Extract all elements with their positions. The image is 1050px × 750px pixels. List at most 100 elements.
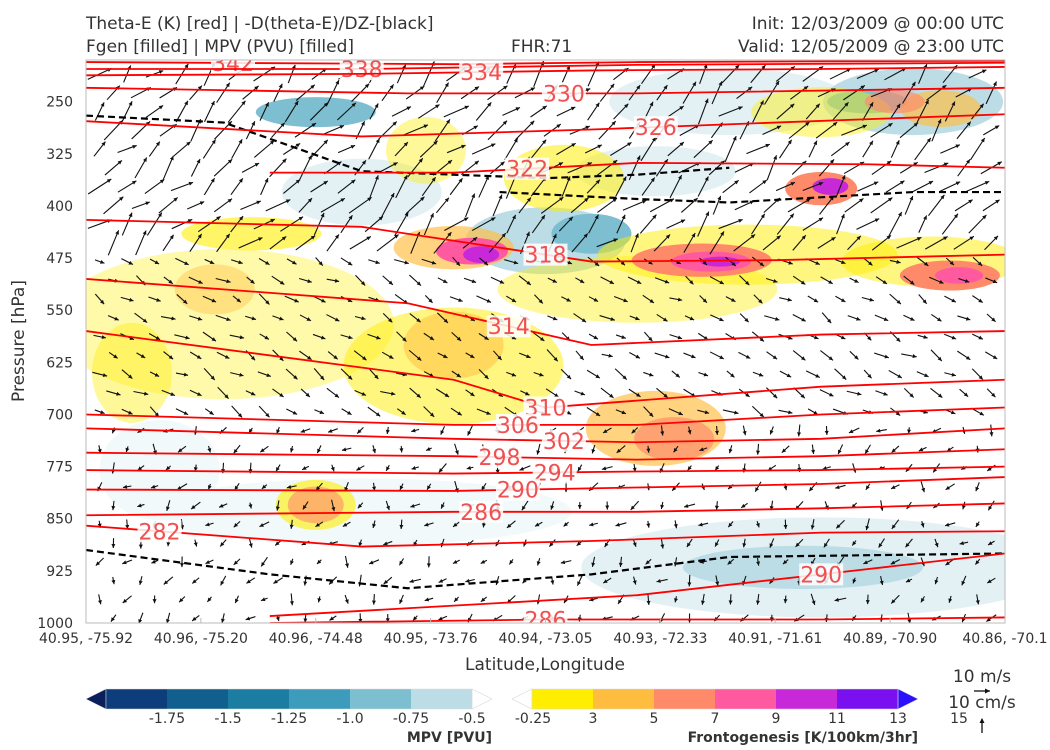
wind-vector bbox=[274, 540, 282, 546]
wind-vector bbox=[315, 521, 324, 528]
colorbar-tick-label: 5 bbox=[650, 711, 659, 727]
wind-vector bbox=[382, 312, 393, 323]
wind-vector bbox=[779, 139, 793, 159]
wind-vector bbox=[928, 194, 945, 217]
wind-vector bbox=[957, 315, 971, 321]
theta-e-contour bbox=[86, 502, 1005, 517]
wind-vector bbox=[158, 197, 179, 214]
wind-vector bbox=[246, 276, 255, 285]
wind-vector bbox=[295, 235, 316, 251]
wind-vector bbox=[728, 445, 733, 454]
wind-vector bbox=[640, 136, 657, 162]
wind-vector bbox=[776, 213, 795, 235]
wind-vector bbox=[776, 103, 795, 120]
theta-e-contour bbox=[269, 161, 1005, 174]
wind-vector bbox=[519, 352, 531, 359]
wind-vector bbox=[349, 236, 372, 250]
wind-vector bbox=[383, 540, 393, 546]
wind-vector bbox=[755, 593, 760, 605]
wind-vector bbox=[409, 313, 421, 323]
wind-vector bbox=[330, 464, 335, 472]
dtheta-dz-contour bbox=[86, 114, 730, 180]
wind-vector bbox=[697, 211, 710, 237]
wind-vector bbox=[739, 275, 750, 286]
wind-vector bbox=[953, 235, 975, 250]
wind-vector bbox=[939, 181, 961, 192]
wind-vector bbox=[654, 277, 670, 284]
wind-vector bbox=[610, 141, 632, 156]
wind-vector bbox=[476, 295, 492, 303]
wind-vector bbox=[646, 520, 651, 528]
wind-vector bbox=[530, 105, 548, 118]
wind-vector bbox=[575, 277, 585, 284]
wind-vector bbox=[149, 371, 160, 377]
theta-e-contour-label: 334 bbox=[460, 61, 502, 86]
wind-vector bbox=[394, 259, 409, 265]
wind-vector bbox=[891, 445, 900, 453]
wind-vector bbox=[197, 215, 221, 233]
theta-e-contours: 342 338 3343303263223183143103063022982942… bbox=[86, 60, 1005, 623]
wind-vector bbox=[411, 466, 420, 470]
wind-vector bbox=[176, 483, 188, 491]
wind-vector bbox=[504, 137, 519, 161]
wind-vector bbox=[173, 141, 191, 157]
wind-vector bbox=[104, 160, 123, 176]
wind-vector bbox=[446, 144, 466, 154]
wind-vector bbox=[628, 388, 641, 398]
wind-vector bbox=[846, 390, 862, 396]
wind-vector bbox=[372, 445, 376, 454]
wind-vector bbox=[956, 121, 972, 140]
wind-vector bbox=[615, 176, 627, 197]
colorbar-tick-label: 3 bbox=[589, 711, 598, 727]
wind-vector bbox=[818, 158, 835, 177]
wind-vector bbox=[300, 388, 311, 398]
wind-vector bbox=[423, 332, 435, 341]
wind-vector bbox=[331, 499, 336, 512]
wind-vector bbox=[668, 408, 684, 416]
theta-e-contour bbox=[86, 427, 1005, 444]
wind-vector bbox=[424, 597, 434, 602]
wind-vector bbox=[681, 197, 699, 213]
wind-vector bbox=[660, 537, 665, 549]
wind-vector bbox=[632, 539, 637, 547]
wind-vector bbox=[364, 215, 384, 233]
wind-vector bbox=[260, 177, 269, 196]
wind-vector bbox=[975, 482, 980, 492]
filled-contour-patch bbox=[751, 87, 892, 138]
wind-vector bbox=[202, 331, 217, 342]
wind-vector bbox=[449, 177, 463, 196]
wind-vector bbox=[426, 483, 432, 491]
wind-vector bbox=[916, 371, 929, 378]
wind-vector bbox=[298, 155, 313, 181]
wind-vector bbox=[615, 522, 627, 527]
wind-vector bbox=[506, 295, 517, 303]
wind-vector bbox=[399, 446, 404, 453]
wind-vector bbox=[810, 593, 816, 606]
wind-vector bbox=[959, 541, 969, 546]
wind-vector bbox=[463, 277, 477, 284]
wind-vector bbox=[856, 218, 880, 230]
wind-vector bbox=[327, 428, 338, 433]
wind-vector bbox=[896, 236, 922, 249]
wind-key-vertical-label: 10 cm/s bbox=[948, 693, 1016, 713]
wind-vector bbox=[125, 446, 130, 453]
wind-vector bbox=[874, 352, 890, 359]
wind-vector bbox=[275, 464, 281, 472]
wind-vector bbox=[957, 350, 971, 361]
wind-vector bbox=[917, 334, 928, 339]
x-tick-label: 40.95, -73.76 bbox=[384, 631, 478, 647]
wind-vector bbox=[847, 315, 861, 321]
colorbar-tick-label: 13 bbox=[889, 711, 907, 727]
wind-vector bbox=[600, 276, 615, 285]
wind-vector bbox=[885, 180, 905, 193]
wind-vector bbox=[506, 371, 517, 377]
wind-vector bbox=[492, 194, 503, 217]
wind-vector bbox=[108, 352, 119, 359]
wind-vector bbox=[217, 386, 229, 399]
y-tick-label: 700 bbox=[46, 407, 73, 423]
wind-vector bbox=[275, 500, 280, 511]
wind-vector bbox=[269, 236, 287, 250]
wind-vector bbox=[148, 296, 161, 302]
wind-vector bbox=[356, 465, 365, 471]
fgen-colorbar-title: Frontogenesis [K/100km/3hr] bbox=[688, 730, 918, 746]
